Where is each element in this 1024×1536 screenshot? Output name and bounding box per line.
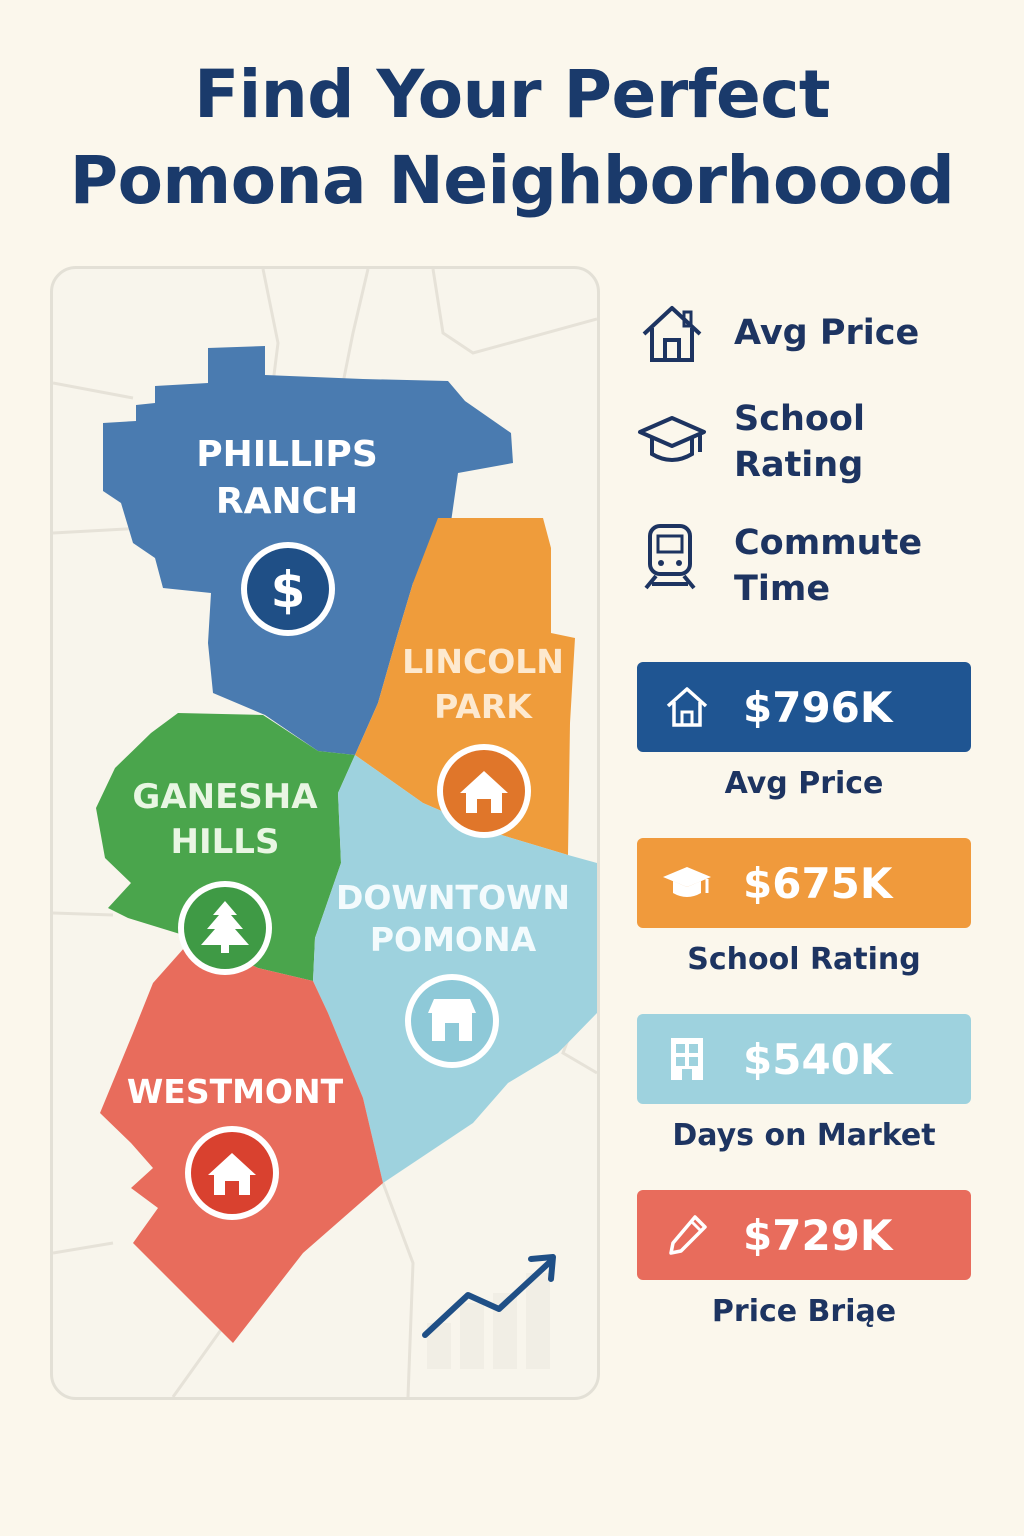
house-icon bbox=[637, 662, 737, 752]
stat-value-box: $675K bbox=[637, 838, 971, 928]
label-downtown-line1: DOWNTOWN bbox=[336, 878, 570, 917]
stat-card-days-on-market: $540K Days on Market bbox=[637, 1014, 971, 1153]
stat-value-box: $729K bbox=[637, 1190, 971, 1280]
label-lincoln-line1: LINCOLN bbox=[402, 642, 564, 681]
pencil-icon bbox=[637, 1190, 737, 1280]
title-line-1: Find Your Perfect bbox=[194, 56, 830, 133]
house-icon bbox=[185, 1126, 279, 1220]
stat-value: $540K bbox=[743, 1034, 893, 1084]
legend-item-commute-time: Commute Time bbox=[636, 520, 994, 612]
label-lincoln-line2: PARK bbox=[434, 687, 533, 726]
label-ganesha-line1: GANESHA bbox=[132, 777, 318, 817]
tree-icon bbox=[178, 881, 272, 975]
stat-card-school-rating: $675K School Rating bbox=[637, 838, 971, 977]
legend-item-avg-price: Avg Price bbox=[636, 300, 994, 372]
stat-caption: Price Briąe bbox=[711, 1294, 897, 1329]
trend-up-icon bbox=[422, 1254, 556, 1369]
region-ganesha-hills[interactable] bbox=[96, 713, 355, 981]
label-downtown-line2: POMONA bbox=[370, 920, 537, 959]
stat-value: $675K bbox=[743, 858, 893, 908]
label-phillips-line1: PHILLIPS bbox=[196, 434, 378, 475]
stat-card-price: $729K Price Briąe bbox=[637, 1190, 971, 1329]
stat-caption: Days on Market bbox=[672, 1118, 936, 1153]
legend-item-school-rating: School Rating bbox=[636, 396, 994, 488]
label-ganesha-line2: HILLS bbox=[171, 822, 280, 862]
stat-value: $729K bbox=[743, 1210, 893, 1260]
neighborhood-map: PHILLIPS RANCH LINCOLN PARK GANESHA HILL… bbox=[50, 266, 600, 1400]
region-downtown-pomona[interactable] bbox=[313, 755, 597, 1183]
building-icon bbox=[637, 1014, 737, 1104]
stat-card-avg-price: $796K Avg Price bbox=[637, 662, 971, 801]
graduation-cap-icon bbox=[637, 838, 737, 928]
storefront-icon bbox=[405, 974, 499, 1068]
label-westmont: WESTMONT bbox=[127, 1072, 344, 1111]
legend-label: School Rating bbox=[734, 399, 865, 485]
svg-text:$: $ bbox=[271, 561, 306, 619]
stat-value: $796K bbox=[743, 682, 893, 732]
stat-value-box: $540K bbox=[637, 1014, 971, 1104]
stat-value-box: $796K bbox=[637, 662, 971, 752]
dollar-icon: $ bbox=[241, 542, 335, 636]
map-svg: PHILLIPS RANCH LINCOLN PARK GANESHA HILL… bbox=[53, 269, 597, 1397]
legend-label: Commute Time bbox=[734, 523, 923, 609]
label-phillips-line2: RANCH bbox=[216, 481, 358, 522]
stat-caption: Avg Price bbox=[724, 766, 884, 801]
stat-caption: School Rating bbox=[687, 942, 921, 977]
legend-label: Avg Price bbox=[734, 313, 920, 353]
train-icon bbox=[644, 524, 696, 590]
graduation-cap-icon bbox=[638, 416, 706, 462]
house-icon bbox=[437, 744, 531, 838]
house-outline-icon bbox=[642, 306, 702, 362]
page-title: Find Your Perfect Pomona Neighborhoood bbox=[0, 52, 1024, 224]
title-line-2: Pomona Neighborhoood bbox=[69, 142, 955, 219]
